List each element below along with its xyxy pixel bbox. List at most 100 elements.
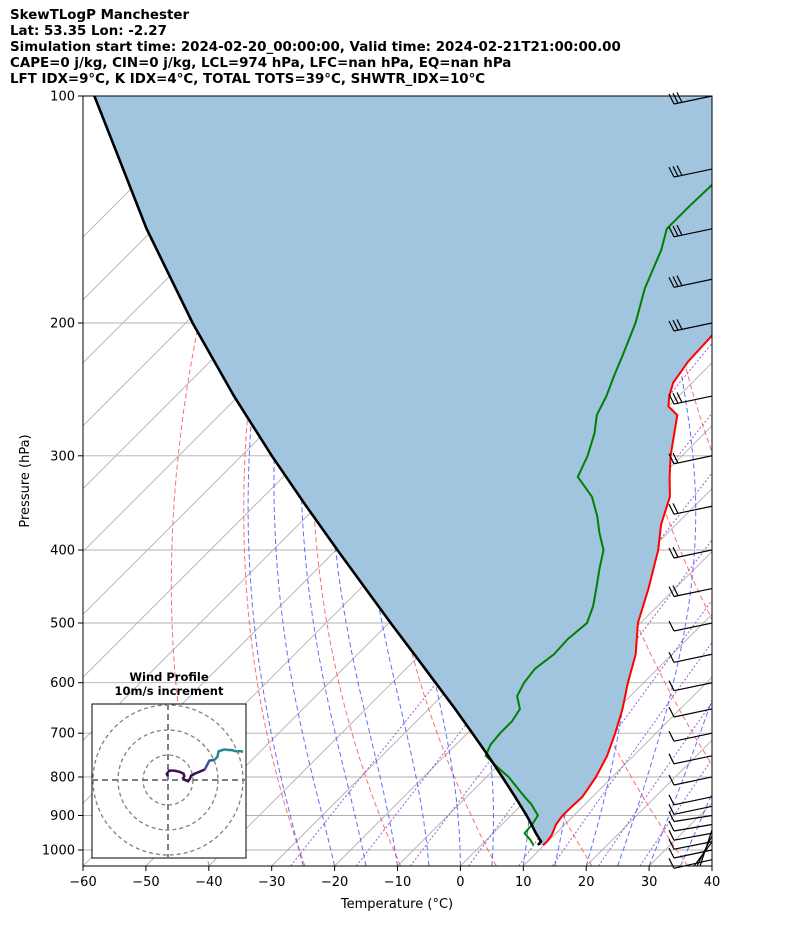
wind-barb [668,730,713,742]
mixing-ratio-line [639,758,712,866]
wind-barb [668,838,713,850]
barb-flag [668,586,675,597]
barb-flag [668,753,675,765]
wind-barb [668,275,713,288]
barb-shaft [673,832,713,841]
chart-header: SkewTLogP Manchester Lat: 53.35 Lon: -2.… [10,8,770,88]
dry-adiabat [375,96,497,866]
temperature-line [542,334,712,846]
wind-barb [668,820,713,832]
dry-adiabat [701,96,712,215]
x-tick-label: −60 [69,875,96,890]
x-axis-title: Temperature (°C) [340,897,453,912]
barb-flag [668,547,675,559]
wind-barb [668,652,713,663]
barb-flag [676,319,683,330]
barb-shaft [673,755,713,765]
x-tick-label: −20 [321,875,348,890]
wind-barb [668,620,713,632]
barb-flag [672,276,679,287]
x-tick-label: 10 [515,875,532,890]
barb-shaft [673,168,713,178]
barb-flag [668,277,675,288]
location-line: Lat: 53.35 Lon: -2.27 [10,24,167,39]
y-tick-label: 600 [50,676,75,691]
barb-shaft [673,805,713,815]
barb-flag [672,452,679,464]
isotherm-line [83,96,225,238]
mixing-ratio-line [597,701,712,866]
dry-adiabat [170,96,263,866]
y-tick-label: 900 [50,809,75,824]
x-tick-label: −50 [132,875,159,890]
barb-shaft [673,95,713,105]
wind-barb [668,546,713,559]
wind-barb [668,680,713,692]
barb-flag [676,224,683,236]
y-tick-label: 300 [50,449,75,464]
barb-flag [668,838,675,850]
barb-flag [668,620,675,632]
barb-shaft [673,814,713,823]
dry-adiabat [311,96,402,866]
barb-flag [668,680,675,691]
hodograph-content [92,704,246,858]
barb-flag [668,811,675,822]
barb-flag [668,503,675,515]
dewpoint-line [484,183,712,846]
cape-cin-fill [94,96,712,846]
x-tick-label: 30 [641,875,658,890]
wind-barb [668,165,713,178]
barb-shaft [673,796,713,806]
x-tick-label: 0 [456,875,464,890]
x-tick-label: −10 [384,875,411,890]
moist-adiabat [711,864,712,866]
barb-shaft [673,682,713,692]
hodograph-title-line1: Wind Profile [129,670,209,684]
barb-shaft [673,395,713,405]
wind-barb [668,753,713,765]
dry-adiabat [750,96,794,866]
barb-flag [668,320,675,332]
barb-shaft [673,653,713,663]
cape-line: CAPE=0 j/kg, CIN=0 j/kg, LCL=974 hPa, LF… [10,56,770,72]
barb-shaft [673,322,713,332]
barb-flag [668,774,675,786]
wind-barbs [668,92,713,869]
axis-ticks: −60 −50 −40 −30 −20 −10 0 10 20 30 40 100 200 300 400 5… [42,90,720,891]
y-tick-label: 800 [50,771,75,786]
isotherm-line [711,865,712,866]
barb-flag [668,858,675,869]
barb-shaft [673,278,713,288]
barb-flag [672,503,679,514]
barb-flag [668,829,675,841]
isotherm-line [522,676,712,866]
barb-shaft [673,622,713,632]
hodograph-title: Wind Profile 10m/s increment [92,670,246,698]
barb-flag [672,546,679,558]
y-tick-label: 400 [50,544,75,559]
barb-flag [668,166,675,178]
sounding-series [93,96,712,846]
hodograph-trace [165,768,206,783]
barb-shaft [673,549,713,559]
parcel-profile-line [93,96,543,846]
x-tick-label: −30 [258,875,285,890]
barb-flag [668,730,675,742]
chart-title: SkewTLogP Manchester [10,8,190,23]
y-tick-label: 500 [50,617,75,632]
wind-barb [668,224,713,238]
barb-shaft [673,228,713,238]
barb-flag [672,393,679,404]
barb-flag [672,319,679,331]
y-axis-title: Pressure (hPa) [18,434,33,527]
barb-shaft [673,841,713,850]
barb-flag [668,453,675,465]
barb-flag [668,706,675,718]
barb-shaft-surface [693,841,713,867]
barb-flag [672,166,679,177]
wind-barb [668,452,713,465]
barb-shaft [673,708,713,718]
barb-shaft [673,776,713,786]
